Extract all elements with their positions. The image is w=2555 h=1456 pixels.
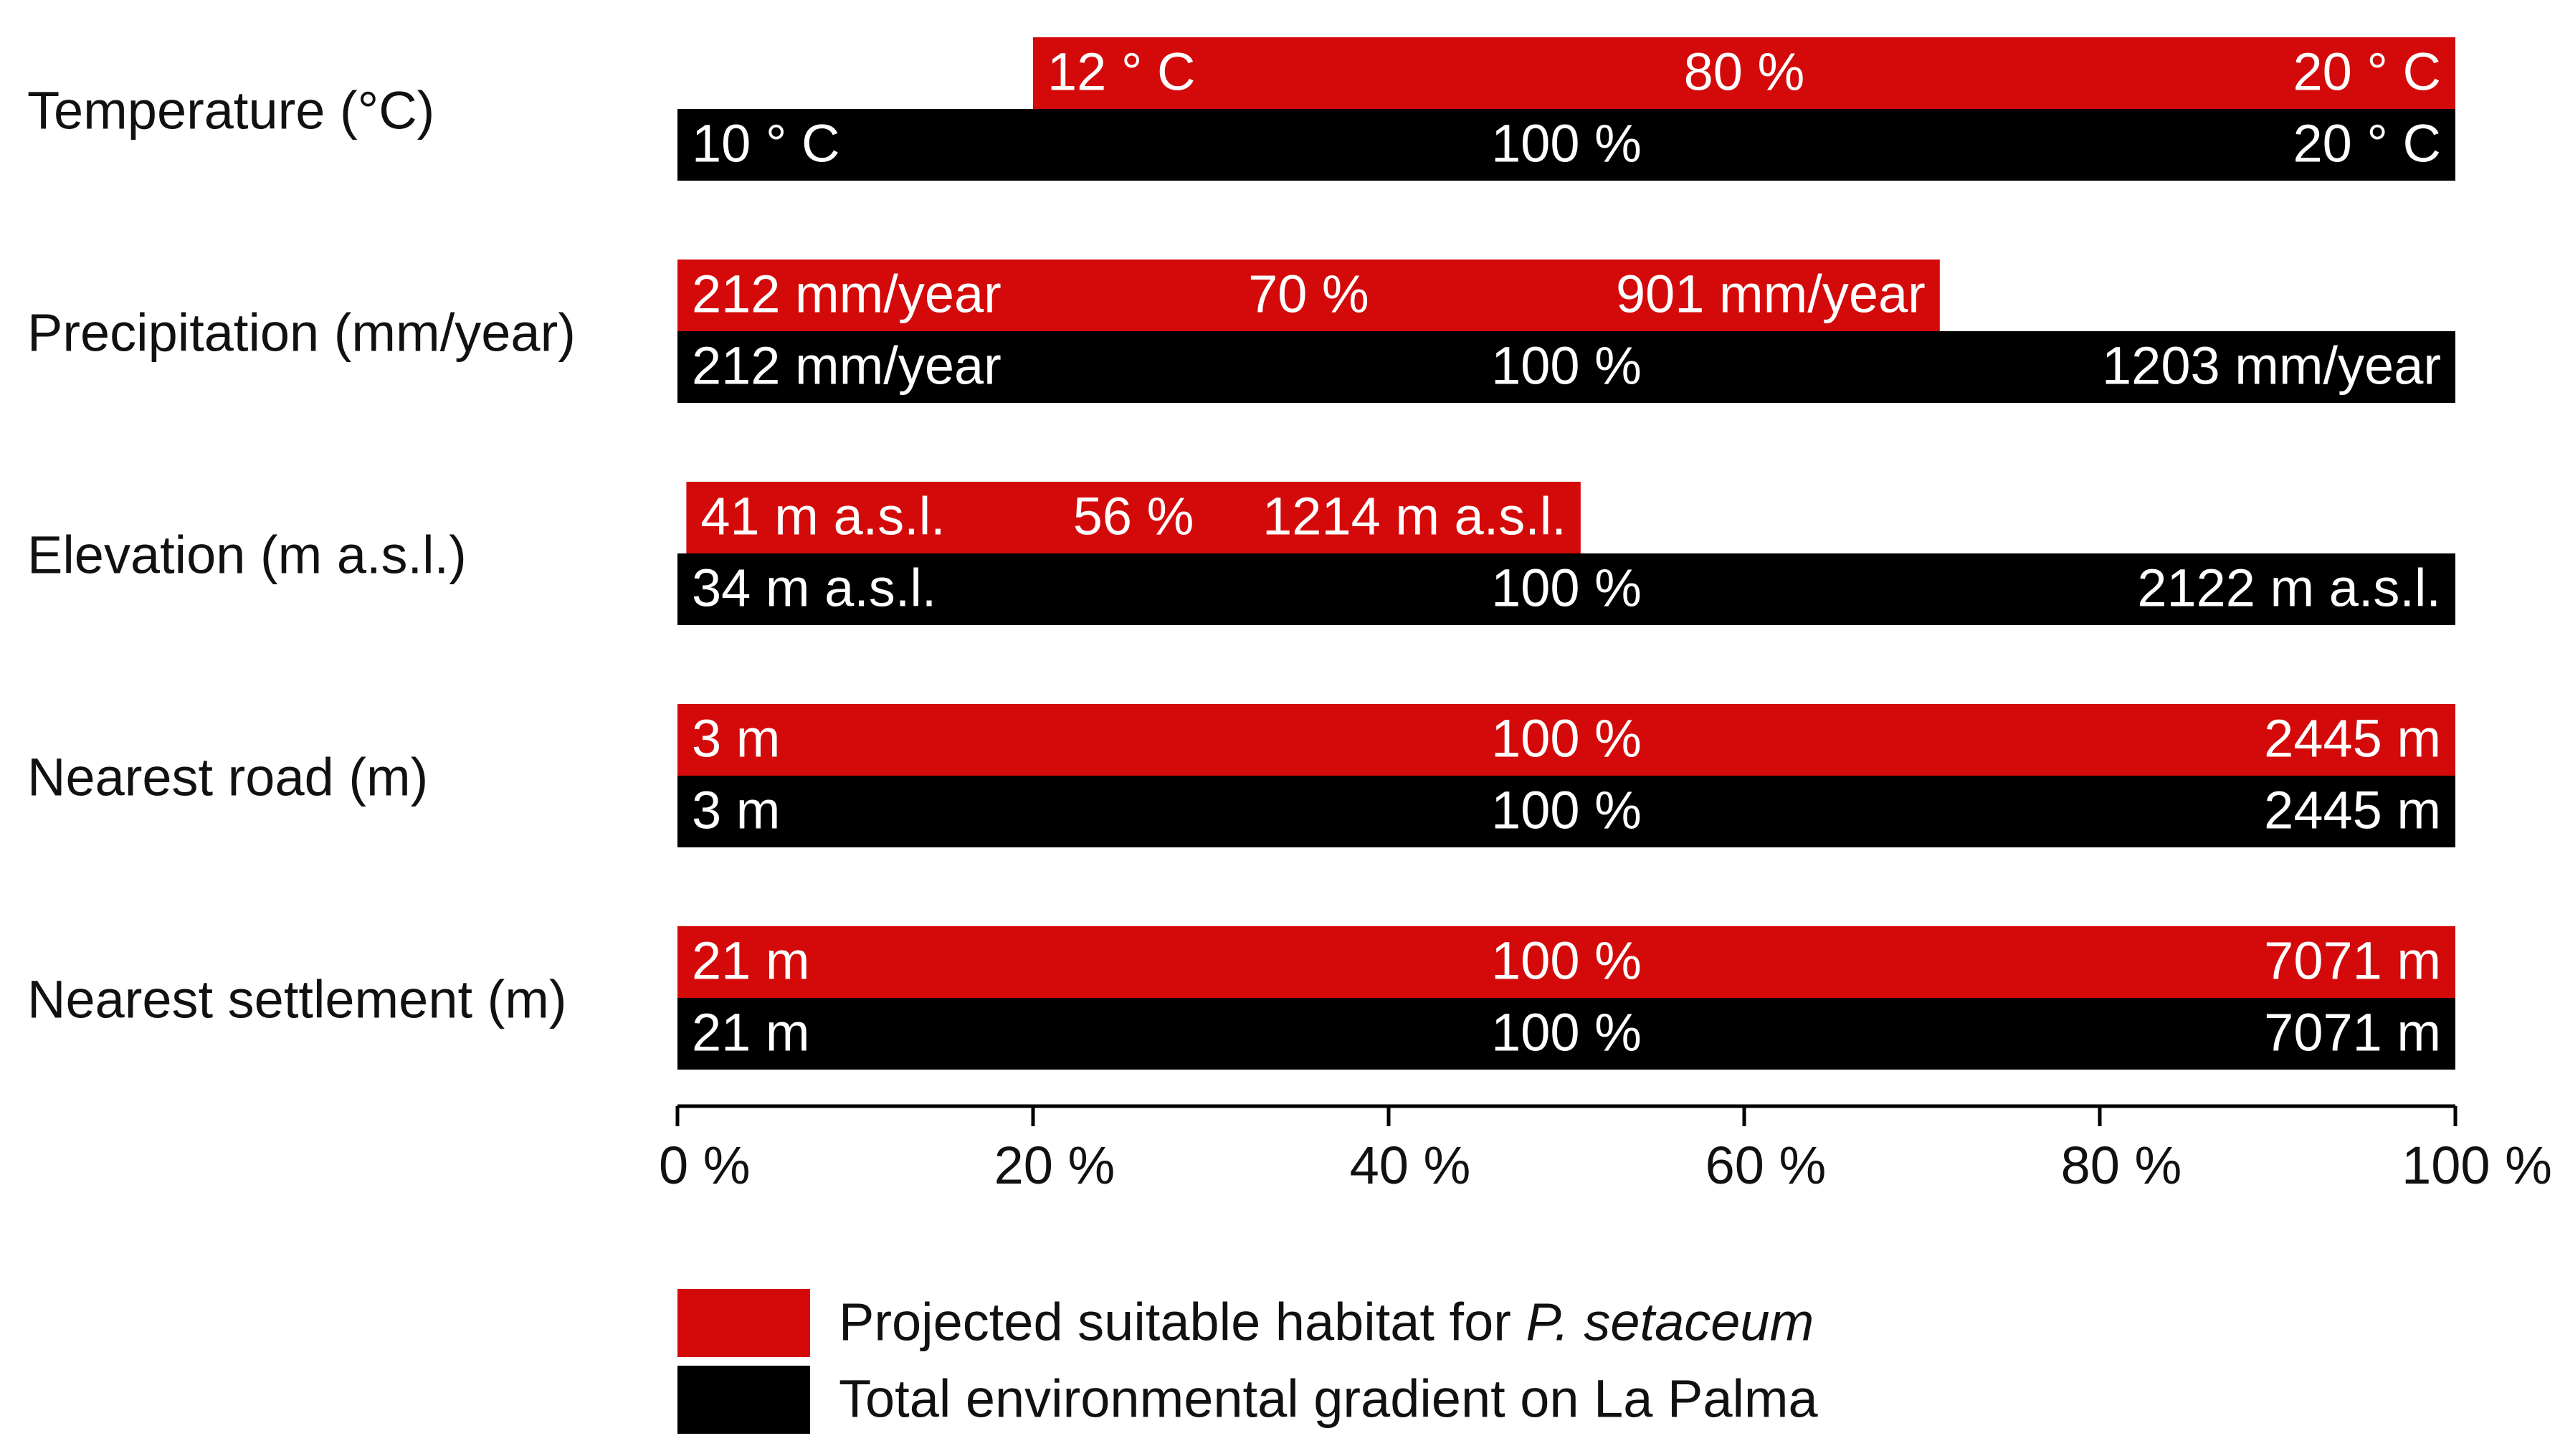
x-tick-label: 0 % [659,1136,751,1195]
legend-label-suitable: Projected suitable habitat for P. setace… [839,1292,1814,1351]
legend-swatch-suitable [677,1289,810,1357]
legend-swatch-total [677,1366,810,1434]
total-bar [677,998,2455,1070]
total-min-label: 212 mm/year [692,336,1001,396]
suitable-bar [677,260,1940,331]
total-bar [677,109,2455,181]
total-max-label: 2122 m a.s.l. [2137,558,2441,618]
total-max-label: 2445 m [2264,781,2441,840]
suitable-percent-label: 80 % [1684,42,1805,102]
suitable-bar [677,926,2455,998]
suitable-percent-label: 70 % [1248,265,1369,324]
total-bar [677,776,2455,847]
x-tick-label: 80 % [2061,1136,2182,1195]
x-tick-label: 40 % [1350,1136,1471,1195]
suitable-percent-label: 56 % [1073,487,1194,546]
total-percent-label: 100 % [1491,114,1642,173]
x-axis: 0 % 20 % 40 % 60 % 80 % 100 % [659,1104,2552,1195]
total-max-label: 1203 mm/year [2102,336,2441,396]
x-tick-label: 20 % [994,1136,1115,1195]
legend-species-name: P. setaceum [1526,1292,1814,1351]
suitable-max-label: 1214 m a.s.l. [1262,487,1566,546]
rows-layer: Temperature (°C) 10 ° C 100 % 20 ° C 12 ° C 8… [27,37,2455,1070]
total-percent-label: 100 % [1491,336,1642,396]
total-min-label: 10 ° C [692,114,839,173]
total-bar [677,553,2455,625]
total-min-label: 34 m a.s.l. [692,558,936,618]
row-label: Nearest road (m) [27,748,428,807]
suitable-min-label: 41 m a.s.l. [700,487,945,546]
x-tick-label: 60 % [1705,1136,1827,1195]
total-min-label: 21 m [692,1003,810,1062]
suitable-max-label: 20 ° C [2293,42,2441,102]
total-percent-label: 100 % [1491,558,1642,618]
total-max-label: 20 ° C [2293,114,2441,173]
legend-text-part: Projected suitable habitat for [839,1292,1526,1351]
suitable-percent-label: 100 % [1491,709,1642,769]
suitable-bar [686,482,1581,553]
row-4: Nearest settlement (m) 21 m 100 % 7071 m 21 … [27,926,2455,1070]
total-min-label: 3 m [692,781,780,840]
row-3: Nearest road (m) 3 m 100 % 2445 m 3 m 100 % 24… [27,704,2455,847]
legend-label-total: Total environmental gradient on La Palma [839,1369,1819,1428]
suitable-max-label: 901 mm/year [1616,265,1926,324]
suitable-min-label: 212 mm/year [692,265,1001,324]
suitable-min-label: 12 ° C [1047,42,1195,102]
total-percent-label: 100 % [1491,1003,1642,1062]
row-label: Nearest settlement (m) [27,970,567,1029]
total-percent-label: 100 % [1491,781,1642,840]
suitable-max-label: 7071 m [2264,931,2441,991]
row-1: Precipitation (mm/year) 212 mm/year 100 % 1… [27,260,2455,403]
suitable-percent-label: 100 % [1491,931,1642,991]
suitable-min-label: 21 m [692,931,810,991]
total-bar [677,331,2455,403]
legend: Projected suitable habitat for P. setace… [677,1289,1819,1434]
legend-text-part: Total environmental gradient on La Palma [839,1369,1819,1428]
row-label: Precipitation (mm/year) [27,303,576,363]
suitable-min-label: 3 m [692,709,780,769]
row-2: Elevation (m a.s.l.) 34 m a.s.l. 100 % 2122… [27,482,2455,625]
total-max-label: 7071 m [2264,1003,2441,1062]
x-tick-label: 100 % [2402,1136,2552,1195]
suitable-max-label: 2445 m [2264,709,2441,769]
row-0: Temperature (°C) 10 ° C 100 % 20 ° C 12 ° C 8… [27,37,2455,181]
row-label: Elevation (m a.s.l.) [27,525,467,585]
row-label: Temperature (°C) [27,81,434,141]
suitable-bar [677,704,2455,776]
suitable-bar [1033,37,2455,109]
